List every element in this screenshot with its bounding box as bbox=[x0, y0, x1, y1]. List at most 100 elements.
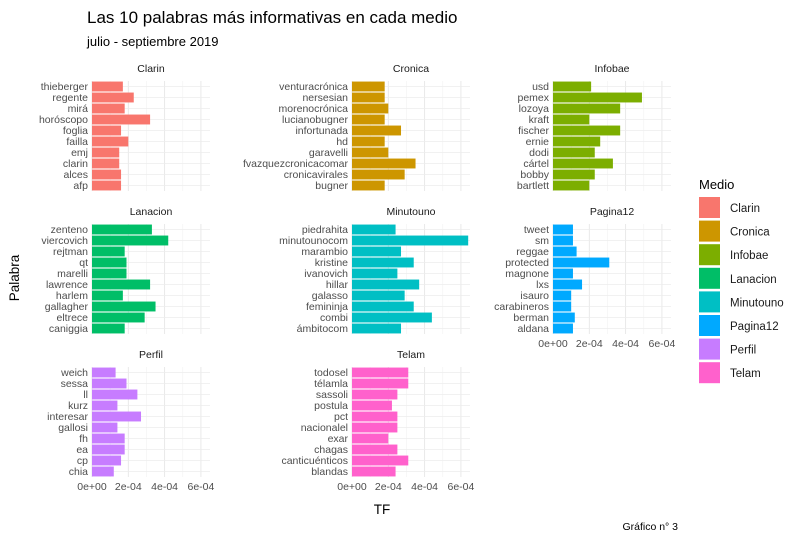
bar-infobae-5 bbox=[553, 136, 601, 147]
bar-cronica-7 bbox=[352, 158, 416, 169]
bar-telam-9 bbox=[352, 466, 396, 477]
word-label: aldana bbox=[517, 323, 549, 335]
bar-minutouno-1 bbox=[352, 235, 469, 246]
word-label: sm bbox=[535, 235, 549, 247]
legend-label-minutouno: Minutouno bbox=[730, 297, 784, 309]
word-label: piedrahita bbox=[302, 224, 348, 236]
chart-caption: Gráfico n° 3 bbox=[622, 521, 678, 533]
word-label: morenocrónica bbox=[279, 103, 349, 115]
bar-pagina12-8 bbox=[553, 312, 575, 323]
legend-title: Medio bbox=[699, 177, 734, 192]
bar-perfil-5 bbox=[92, 422, 118, 433]
word-label: fh bbox=[79, 433, 88, 445]
x-tick-label: 4e-04 bbox=[411, 481, 438, 493]
bar-cronica-4 bbox=[352, 125, 402, 136]
word-label: marambio bbox=[301, 246, 348, 258]
word-label: pemex bbox=[517, 92, 549, 104]
word-label: kurz bbox=[68, 400, 88, 412]
word-label: lucianobugner bbox=[282, 114, 348, 126]
legend-label-clarin: Clarin bbox=[730, 203, 760, 215]
facet-title-lanacion: Lanacion bbox=[130, 206, 173, 218]
word-label: kraft bbox=[529, 114, 550, 126]
legend-swatch-clarin bbox=[699, 197, 720, 218]
word-label: nacionalel bbox=[301, 422, 348, 434]
bar-pagina12-5 bbox=[553, 279, 583, 290]
word-label: ea bbox=[76, 444, 88, 456]
word-label: reggae bbox=[516, 246, 549, 258]
word-label: hd bbox=[336, 136, 348, 148]
word-label: bartlett bbox=[517, 180, 549, 192]
bar-clarin-0 bbox=[92, 81, 123, 92]
facet-title-cronica: Cronica bbox=[393, 63, 429, 75]
bar-lanacion-4 bbox=[92, 268, 127, 279]
bar-cronica-1 bbox=[352, 92, 385, 103]
bar-minutouno-0 bbox=[352, 224, 396, 235]
word-label: cártel bbox=[523, 158, 549, 170]
x-axis-title: TF bbox=[374, 502, 391, 517]
bar-lanacion-5 bbox=[92, 279, 151, 290]
word-label: foglia bbox=[63, 125, 88, 137]
bar-perfil-7 bbox=[92, 444, 125, 455]
bar-minutouno-4 bbox=[352, 268, 398, 279]
legend-swatch-pagina12 bbox=[699, 315, 720, 336]
legend-label-perfil: Perfil bbox=[730, 345, 756, 357]
bar-infobae-9 bbox=[553, 180, 590, 191]
bar-perfil-4 bbox=[92, 411, 142, 422]
word-label: nersesian bbox=[302, 92, 348, 104]
word-label: sassoli bbox=[316, 389, 348, 401]
bar-minutouno-9 bbox=[352, 323, 402, 334]
word-label: femininja bbox=[306, 301, 348, 313]
word-label: marelli bbox=[57, 268, 88, 280]
chart-subtitle: julio - septiembre 2019 bbox=[86, 34, 219, 49]
word-label: lawrence bbox=[46, 279, 88, 291]
bar-telam-6 bbox=[352, 433, 389, 444]
bar-pagina12-0 bbox=[553, 224, 573, 235]
bar-pagina12-9 bbox=[553, 323, 573, 334]
word-label: ivanovich bbox=[304, 268, 348, 280]
bar-telam-2 bbox=[352, 389, 398, 400]
word-label: télamla bbox=[314, 378, 348, 390]
bar-pagina12-6 bbox=[553, 290, 572, 301]
word-label: pct bbox=[334, 411, 348, 423]
bar-clarin-8 bbox=[92, 169, 122, 180]
bar-telam-8 bbox=[352, 455, 409, 466]
word-label: bobby bbox=[520, 169, 549, 181]
word-label: harlem bbox=[56, 290, 88, 302]
word-label: interesar bbox=[47, 411, 88, 423]
x-tick-label: 0e+00 bbox=[538, 338, 568, 350]
legend-swatch-infobae bbox=[699, 244, 720, 266]
word-label: thieberger bbox=[41, 81, 89, 93]
word-label: ernie bbox=[526, 136, 550, 148]
word-label: postula bbox=[314, 400, 348, 412]
bar-pagina12-7 bbox=[553, 301, 572, 312]
bar-clarin-6 bbox=[92, 147, 120, 158]
word-label: garavelli bbox=[309, 147, 348, 159]
bar-clarin-4 bbox=[92, 125, 122, 136]
word-label: afp bbox=[73, 180, 88, 192]
bar-perfil-2 bbox=[92, 389, 138, 400]
word-label: gallagher bbox=[45, 301, 89, 313]
word-label: carabineros bbox=[494, 301, 549, 313]
bar-infobae-7 bbox=[553, 158, 613, 169]
x-tick-label: 6e-04 bbox=[648, 338, 675, 350]
word-label: failla bbox=[66, 136, 88, 148]
x-tick-label: 2e-04 bbox=[115, 481, 142, 493]
bar-perfil-9 bbox=[92, 466, 114, 477]
word-label: eltrece bbox=[56, 312, 88, 324]
word-label: kristine bbox=[315, 257, 348, 269]
word-label: fvazquezcronicacomar bbox=[243, 158, 349, 170]
bar-perfil-1 bbox=[92, 378, 127, 389]
word-label: chagas bbox=[314, 444, 348, 456]
legend-label-lanacion: Lanacion bbox=[730, 274, 777, 286]
bar-infobae-1 bbox=[553, 92, 642, 103]
bar-cronica-8 bbox=[352, 169, 405, 180]
word-label: clarin bbox=[63, 158, 88, 170]
bar-clarin-3 bbox=[92, 114, 151, 125]
bar-pagina12-2 bbox=[553, 246, 577, 257]
word-label: cronicavirales bbox=[284, 169, 348, 181]
x-tick-label: 4e-04 bbox=[612, 338, 639, 350]
bar-telam-4 bbox=[352, 411, 398, 422]
bar-telam-7 bbox=[352, 444, 398, 455]
word-label: infortunada bbox=[295, 125, 348, 137]
word-label: hillar bbox=[326, 279, 349, 291]
